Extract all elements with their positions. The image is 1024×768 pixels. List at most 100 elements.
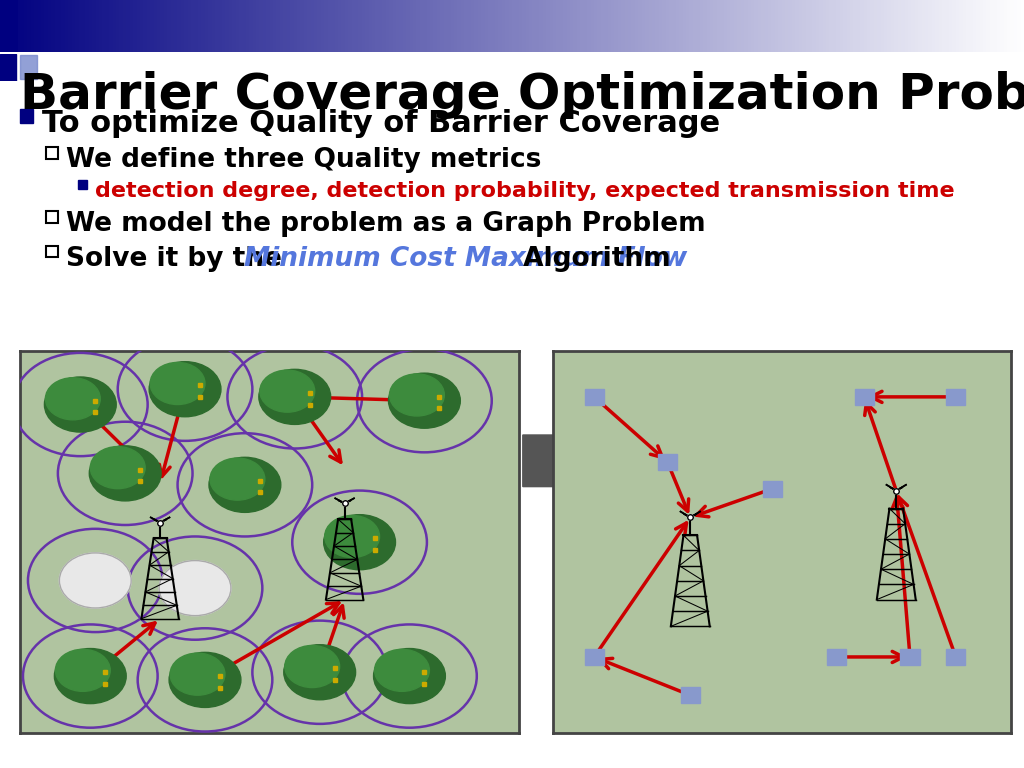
Bar <box>123 0 126 52</box>
Bar <box>348 0 351 52</box>
Bar <box>734 0 737 52</box>
Bar <box>751 0 755 52</box>
Bar <box>44 0 48 52</box>
Bar <box>929 0 932 52</box>
Bar <box>570 0 573 52</box>
Bar <box>946 649 966 665</box>
Bar <box>645 0 648 52</box>
Bar <box>41 0 44 52</box>
Bar <box>140 0 143 52</box>
Text: Minimum Cost Maximum Flow: Minimum Cost Maximum Flow <box>244 246 687 272</box>
Bar <box>993 0 996 52</box>
Circle shape <box>374 648 445 703</box>
Bar <box>239 0 243 52</box>
Bar <box>581 0 584 52</box>
Text: We model the problem as a Graph Problem: We model the problem as a Graph Problem <box>66 210 706 237</box>
Circle shape <box>209 457 281 512</box>
Bar <box>151 0 154 52</box>
Bar <box>976 0 980 52</box>
Bar <box>177 0 181 52</box>
Bar <box>703 0 707 52</box>
Bar <box>310 0 314 52</box>
Bar <box>904 0 908 52</box>
Bar <box>983 0 986 52</box>
Bar <box>256 0 259 52</box>
Bar <box>935 0 939 52</box>
Bar <box>164 0 167 52</box>
Bar <box>952 0 955 52</box>
Bar <box>970 0 973 52</box>
Bar <box>601 0 604 52</box>
Bar <box>116 0 120 52</box>
Bar <box>24 0 28 52</box>
Bar <box>900 649 920 665</box>
Bar <box>840 0 843 52</box>
Bar <box>737 0 740 52</box>
Bar <box>853 0 857 52</box>
Circle shape <box>210 458 265 500</box>
Circle shape <box>325 515 380 558</box>
Bar <box>154 0 157 52</box>
Bar <box>584 0 587 52</box>
Bar <box>369 0 372 52</box>
Bar <box>717 0 720 52</box>
Bar <box>331 0 335 52</box>
Bar <box>727 0 730 52</box>
Bar <box>1011 0 1014 52</box>
Bar <box>604 0 607 52</box>
Bar <box>768 0 771 52</box>
Bar <box>481 0 484 52</box>
Bar <box>225 0 228 52</box>
Bar <box>771 0 775 52</box>
Bar <box>855 389 873 405</box>
Bar <box>816 0 819 52</box>
Bar <box>499 0 502 52</box>
Bar <box>850 0 853 52</box>
Bar <box>755 0 758 52</box>
Bar <box>973 0 976 52</box>
Bar <box>553 0 556 52</box>
Bar <box>51 0 54 52</box>
Bar <box>833 0 837 52</box>
Bar <box>758 0 761 52</box>
Bar <box>464 0 468 52</box>
Bar <box>314 0 317 52</box>
Bar <box>437 0 440 52</box>
Bar <box>1000 0 1004 52</box>
Bar <box>28 0 31 52</box>
Bar <box>266 0 269 52</box>
Bar <box>447 0 451 52</box>
Bar <box>95 0 99 52</box>
Bar <box>396 0 399 52</box>
Bar <box>591 0 594 52</box>
Bar <box>440 0 443 52</box>
Circle shape <box>375 649 429 691</box>
Bar <box>294 0 297 52</box>
Bar <box>1007 0 1011 52</box>
Bar <box>355 0 358 52</box>
Bar <box>625 0 628 52</box>
Bar <box>724 0 727 52</box>
Bar <box>451 0 454 52</box>
Bar <box>748 0 751 52</box>
Bar <box>61 0 65 52</box>
Bar <box>607 0 611 52</box>
Bar <box>48 0 51 52</box>
Bar <box>17 0 20 52</box>
Bar <box>461 0 464 52</box>
Bar <box>577 0 581 52</box>
Circle shape <box>90 447 145 488</box>
Bar <box>20 0 24 52</box>
Circle shape <box>59 553 131 608</box>
Bar <box>113 0 116 52</box>
Bar <box>222 0 225 52</box>
Bar <box>110 0 113 52</box>
Bar <box>69 0 72 52</box>
Bar <box>744 0 748 52</box>
Bar <box>788 0 792 52</box>
FancyBboxPatch shape <box>46 147 58 159</box>
Bar <box>92 0 95 52</box>
Bar <box>611 0 614 52</box>
Bar <box>280 0 284 52</box>
Bar <box>143 0 146 52</box>
